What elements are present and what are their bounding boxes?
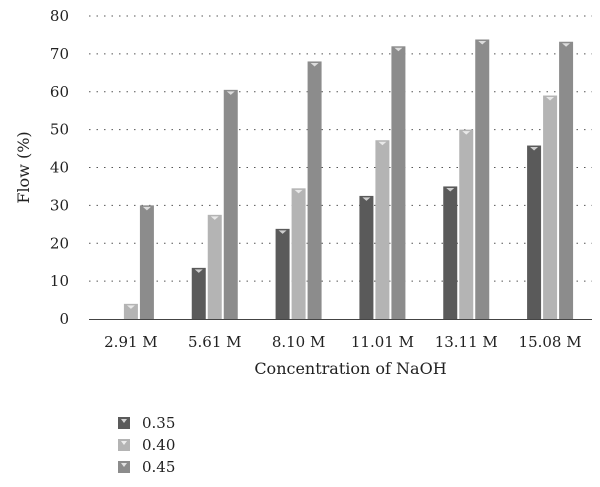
- bar-bevel: [562, 43, 571, 47]
- y-tick-label: 20: [50, 234, 69, 252]
- y-tick-labels: 0 10 20 30 40 50 60 70 80: [50, 7, 69, 328]
- legend-label: 0.40: [142, 436, 176, 454]
- y-tick-label: 30: [50, 196, 69, 214]
- bar-bevel: [210, 216, 219, 220]
- bar-bevel: [310, 62, 319, 67]
- y-tick-label: 60: [50, 83, 69, 101]
- bar-body: [459, 129, 474, 319]
- bar-bevel: [142, 206, 151, 211]
- y-axis-title: Flow (%): [14, 131, 33, 203]
- bar-0.35-11.01M: [359, 195, 374, 319]
- x-tick-label: 13.11 M: [435, 333, 498, 351]
- legend-label: 0.45: [142, 458, 176, 476]
- x-tick-label: 15.08 M: [519, 333, 582, 351]
- bar-bevel: [446, 187, 455, 192]
- bar-bevel: [126, 305, 135, 309]
- bar-0.45-5.61M: [223, 89, 238, 319]
- bar-0.35-5.61M: [191, 267, 206, 319]
- bar-body: [391, 46, 406, 320]
- bar-body: [207, 214, 222, 319]
- legend-item: 0.35: [118, 412, 175, 434]
- bar-body: [123, 303, 138, 319]
- bar-bevel: [546, 97, 555, 101]
- bar-0.40-5.61M: [207, 214, 222, 319]
- bar-0.35-13.11M: [443, 186, 458, 319]
- bar-bevel: [278, 230, 287, 234]
- bar-0.40-8.10M: [291, 188, 306, 319]
- bar-body: [307, 61, 322, 319]
- bar-body: [559, 41, 574, 319]
- legend-item: 0.45: [118, 456, 175, 478]
- bar-bevel: [226, 91, 235, 95]
- bar-body: [275, 228, 290, 319]
- bar-0.45-13.11M: [475, 39, 490, 320]
- bar-bevel: [294, 189, 303, 194]
- bar-bevel: [530, 147, 539, 151]
- bar-body: [443, 186, 458, 319]
- bar-bevel: [462, 131, 471, 135]
- y-tick-label: 70: [50, 45, 69, 63]
- bar-body: [359, 195, 374, 319]
- y-tick-label: 80: [50, 7, 69, 25]
- x-tick-label: 2.91 M: [104, 333, 158, 351]
- bar-body: [543, 95, 558, 319]
- bar-0.35-8.10M: [275, 228, 290, 319]
- bar-bevel: [378, 141, 387, 146]
- legend: 0.35 0.40 0.45: [118, 412, 175, 478]
- bar-0.45-15.08M: [559, 41, 574, 319]
- legend-swatch: [118, 461, 130, 473]
- legend-item: 0.40: [118, 434, 175, 456]
- y-tick-label: 10: [50, 272, 69, 290]
- bar-body: [223, 89, 238, 319]
- bar-bevel: [394, 47, 403, 52]
- bar-0.45-11.01M: [391, 46, 406, 320]
- bar-bevel: [362, 197, 371, 201]
- x-tick-labels: 2.91 M 5.61 M 8.10 M 11.01 M 13.11 M 15.08 M: [104, 333, 581, 351]
- bar-0.40-13.11M: [459, 129, 474, 319]
- bar-0.40-15.08M: [543, 95, 558, 319]
- bar-0.35-15.08M: [527, 145, 542, 319]
- y-tick-label: 40: [50, 159, 69, 177]
- bar-bevel: [478, 40, 487, 45]
- legend-label: 0.35: [142, 414, 176, 432]
- bar-body: [375, 140, 390, 319]
- x-axis-title: Concentration of NaOH: [254, 359, 446, 378]
- bars: [123, 39, 574, 320]
- bar-0.40-2.91M: [123, 303, 138, 319]
- bar-body: [291, 188, 306, 319]
- x-tick-label: 5.61 M: [188, 333, 242, 351]
- y-tick-label: 0: [59, 310, 69, 328]
- x-tick-label: 8.10 M: [272, 333, 326, 351]
- grid-lines: [89, 15, 592, 282]
- bar-body: [527, 145, 542, 319]
- y-tick-label: 50: [50, 121, 69, 139]
- bar-0.45-8.10M: [307, 61, 322, 319]
- x-tick-label: 11.01 M: [351, 333, 414, 351]
- bar-body: [139, 205, 154, 319]
- bar-body: [191, 267, 206, 319]
- bar-0.45-2.91M: [139, 205, 154, 319]
- bar-0.40-11.01M: [375, 140, 390, 319]
- bar-bevel: [194, 269, 203, 273]
- bar-body: [475, 39, 490, 320]
- legend-swatch: [118, 417, 130, 429]
- legend-swatch: [118, 439, 130, 451]
